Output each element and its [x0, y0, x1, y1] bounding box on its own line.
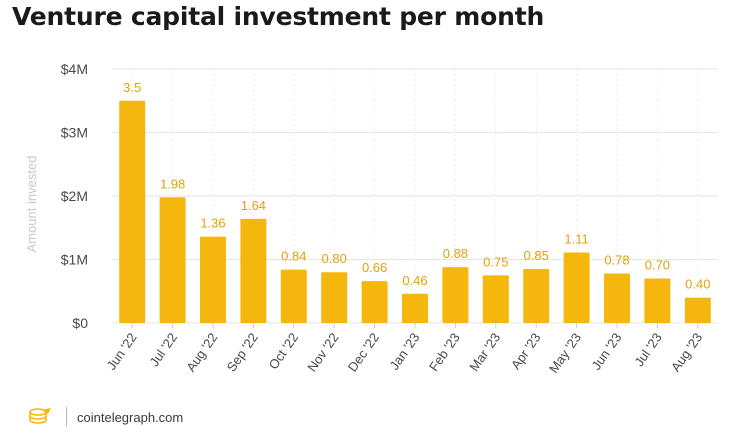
- x-tick-label: Sep '22: [224, 330, 261, 374]
- data-label: 1.11: [564, 232, 588, 247]
- footer-brand[interactable]: cointelegraph.com: [77, 409, 184, 425]
- footer-divider: [66, 407, 67, 427]
- bar: [159, 197, 186, 323]
- x-tick-label: Dec '22: [345, 330, 382, 374]
- x-tick-label: Jul '23: [631, 330, 665, 369]
- bar-chart: $0 $1M $2M $3M $4M 3.5 1.98 1.36 1.64 0.84 0.80 0.…: [24, 61, 718, 376]
- data-label: 0.80: [322, 251, 347, 266]
- chart-title: Venture capital investment per month: [12, 2, 545, 31]
- bar: [280, 269, 307, 323]
- y-tick-label: $0: [72, 315, 88, 331]
- x-tick-label: Apr '23: [508, 330, 544, 372]
- y-tick-label: $2M: [61, 188, 88, 204]
- data-label: 0.75: [483, 254, 508, 269]
- y-axis: $0 $1M $2M $3M $4M: [61, 61, 88, 331]
- x-tick-label: Jul '22: [146, 330, 180, 369]
- bar: [442, 267, 469, 323]
- bar: [361, 281, 388, 323]
- bar: [604, 273, 630, 323]
- data-label: 0.70: [645, 258, 670, 273]
- bar: [563, 252, 590, 323]
- bar: [482, 275, 509, 323]
- x-tick-label: Feb '23: [426, 330, 463, 374]
- bar: [321, 272, 348, 323]
- x-tick-label: May '23: [546, 330, 584, 376]
- bar: [240, 218, 267, 323]
- bar: [200, 236, 226, 323]
- data-label: 1.36: [200, 216, 225, 231]
- data-label: 0.85: [524, 248, 549, 263]
- bar: [523, 269, 550, 323]
- data-labels: 3.5 1.98 1.36 1.64 0.84 0.80 0.66 0.46 0.88 0.75 0…: [123, 80, 710, 292]
- data-label: 0.40: [685, 277, 710, 292]
- data-label: 0.78: [604, 252, 629, 267]
- data-label: 3.5: [123, 80, 141, 95]
- footer: cointelegraph.com: [28, 406, 183, 428]
- x-tick-label: Oct '22: [266, 330, 302, 372]
- data-label: 0.84: [281, 249, 306, 264]
- y-tick-label: $3M: [61, 125, 88, 141]
- bar: [644, 278, 671, 323]
- y-axis-label: Amount invested: [24, 156, 39, 253]
- y-tick-label: $1M: [61, 252, 88, 268]
- bars: [119, 100, 711, 323]
- y-tick-label: $4M: [61, 61, 88, 77]
- x-tick-label: Mar '23: [466, 330, 503, 374]
- x-tick-label: Jan '23: [386, 330, 422, 373]
- x-tick-label: Aug '23: [668, 330, 705, 374]
- data-label: 0.88: [443, 246, 468, 261]
- x-tick-label: Jun '23: [588, 330, 624, 373]
- x-tick-label: Aug '22: [183, 330, 220, 374]
- cointelegraph-logo-icon: [28, 406, 54, 428]
- bar: [119, 100, 146, 323]
- bar: [684, 297, 711, 323]
- x-axis: Jun '22 Jul '22 Aug '22 Sep '22 Oct '22 Nov '…: [104, 323, 705, 376]
- data-label: 1.98: [160, 176, 185, 191]
- bar: [402, 293, 428, 323]
- data-label: 1.64: [241, 198, 266, 213]
- data-label: 0.66: [362, 260, 387, 275]
- x-tick-label: Nov '22: [304, 330, 341, 374]
- x-tick-label: Jun '22: [104, 330, 140, 373]
- data-label: 0.46: [402, 273, 427, 288]
